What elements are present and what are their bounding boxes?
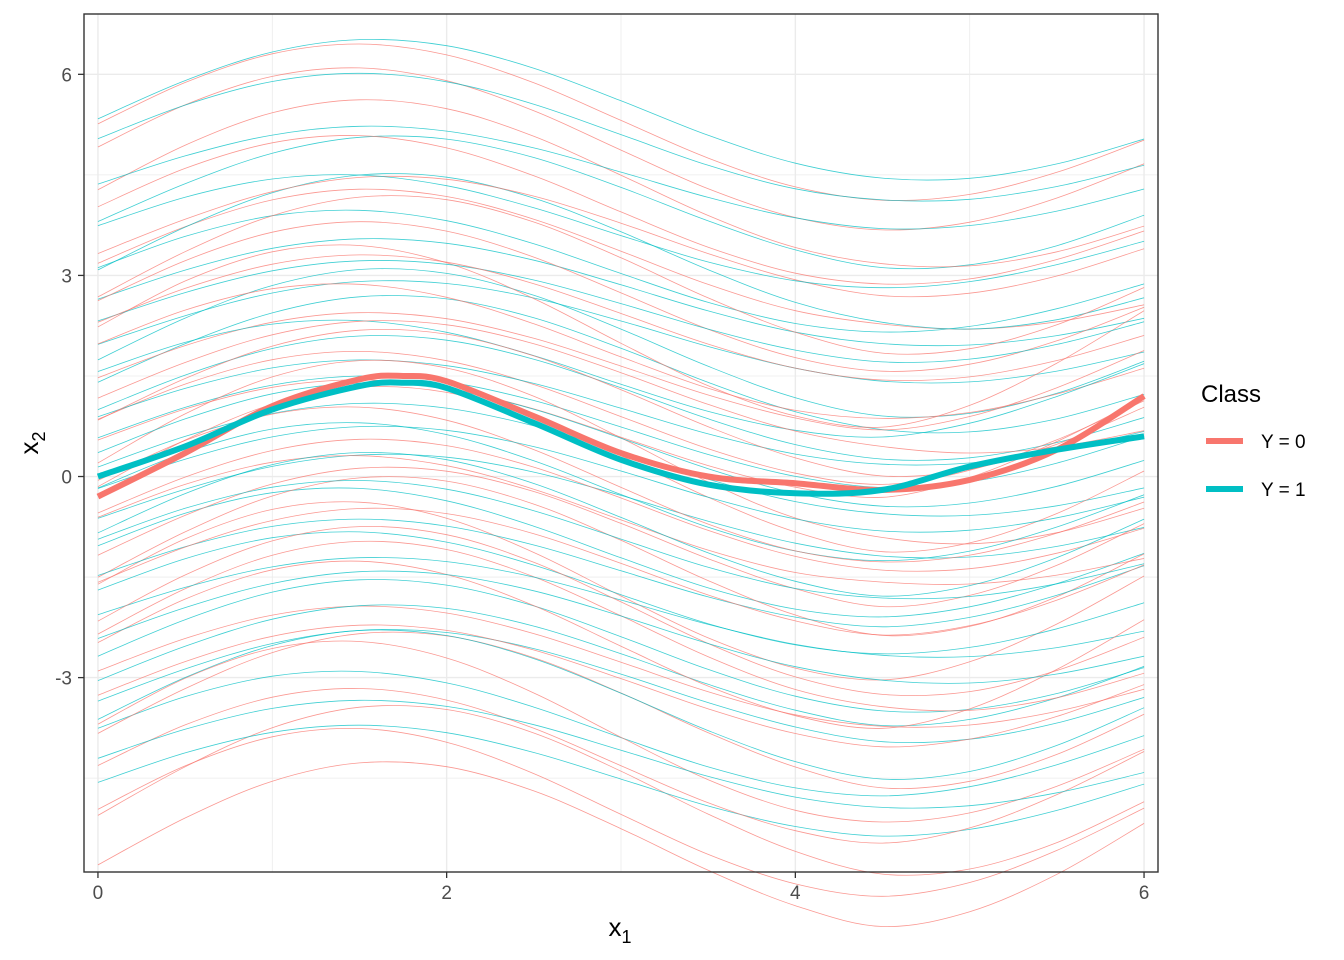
individual-curve — [97, 99, 1145, 268]
individual-curve — [97, 135, 1145, 285]
legend-item-y0: Y = 0 — [1206, 432, 1306, 453]
individual-curve — [97, 254, 1145, 381]
individual-curve — [97, 244, 1145, 428]
individual-curve — [97, 43, 1145, 201]
individual-curve — [97, 761, 1145, 927]
x-tick-label: 6 — [1139, 883, 1150, 904]
individual-curve — [97, 501, 1145, 681]
individual-curves — [97, 38, 1145, 927]
individual-curve — [97, 605, 1145, 728]
y-tick-label: 3 — [61, 266, 72, 287]
individual-curve — [97, 382, 1145, 508]
individual-curve — [97, 283, 1145, 419]
y-tick-label: 6 — [61, 65, 72, 86]
individual-curve — [97, 173, 1145, 330]
y-tick-label: 0 — [61, 468, 72, 489]
individual-curve — [97, 688, 1145, 844]
individual-curve — [97, 238, 1145, 347]
individual-curve — [97, 705, 1145, 876]
legend-title: Class — [1201, 381, 1261, 408]
x-axis-title: x1 — [608, 912, 631, 947]
individual-curve — [97, 487, 1145, 618]
y-axis-title: x2 — [14, 431, 49, 454]
individual-curve — [97, 320, 1145, 454]
individual-curve — [97, 195, 1145, 355]
individual-curve — [97, 518, 1145, 628]
individual-curve — [97, 560, 1145, 729]
individual-curve — [97, 531, 1145, 655]
individual-curve — [97, 422, 1145, 562]
individual-curve — [97, 260, 1145, 363]
legend: Class Y = 0 Y = 1 — [1201, 381, 1306, 501]
individual-curve — [97, 268, 1145, 418]
individual-curve — [97, 453, 1145, 559]
x-axis-title-base: x — [608, 912, 621, 942]
individual-curve — [97, 38, 1145, 181]
individual-curve — [97, 406, 1145, 563]
legend-label-y1: Y = 1 — [1261, 480, 1306, 501]
individual-curve — [97, 67, 1145, 231]
individual-curve — [97, 640, 1145, 823]
individual-curve — [97, 624, 1145, 748]
individual-curve — [97, 174, 1145, 289]
individual-curve — [97, 507, 1145, 636]
y-axis-title-base: x — [14, 442, 44, 455]
x-tick-label: 0 — [93, 883, 104, 904]
individual-curve — [97, 480, 1145, 600]
mean-curve-y1 — [96, 379, 1145, 497]
y-axis-title-sub: 2 — [29, 431, 49, 441]
individual-curve — [97, 221, 1145, 372]
individual-curve — [97, 604, 1145, 727]
y-tick-label: -3 — [55, 669, 72, 690]
individual-curve — [97, 335, 1145, 461]
x-axis: 0 2 4 6 — [93, 872, 1150, 904]
individual-curve — [97, 312, 1145, 431]
individual-curve — [97, 699, 1145, 809]
x-axis-title-sub: 1 — [621, 927, 631, 947]
individual-curve — [97, 135, 1145, 270]
individual-curve — [97, 455, 1145, 585]
individual-curve — [97, 438, 1145, 572]
individual-curve — [97, 452, 1145, 597]
individual-curve — [97, 570, 1145, 684]
individual-curve — [97, 724, 1145, 837]
individual-curve — [97, 350, 1145, 485]
legend-item-y1: Y = 1 — [1206, 480, 1306, 501]
individual-curve — [97, 629, 1145, 780]
individual-curve — [97, 727, 1145, 897]
individual-curve — [97, 72, 1145, 202]
individual-curve — [97, 579, 1145, 713]
legend-label-y0: Y = 0 — [1261, 432, 1306, 453]
y-axis: -3 0 3 6 — [55, 65, 84, 690]
individual-curve — [97, 125, 1145, 230]
individual-curve — [97, 175, 1145, 298]
plot-panel-border — [83, 13, 1159, 873]
major-gridlines — [84, 14, 1158, 872]
individual-curve — [97, 557, 1145, 658]
individual-curve — [97, 295, 1145, 434]
x-tick-label: 4 — [790, 883, 801, 904]
mean-curve-y0 — [96, 372, 1146, 500]
individual-curve — [97, 359, 1145, 466]
individual-curve — [97, 476, 1145, 637]
x-tick-label: 2 — [441, 883, 452, 904]
individual-curve — [97, 319, 1145, 438]
individual-curve — [97, 466, 1145, 608]
individual-curve — [97, 525, 1145, 696]
individual-curve — [97, 425, 1145, 533]
individual-curve — [97, 280, 1145, 384]
mean-curves — [96, 372, 1146, 500]
